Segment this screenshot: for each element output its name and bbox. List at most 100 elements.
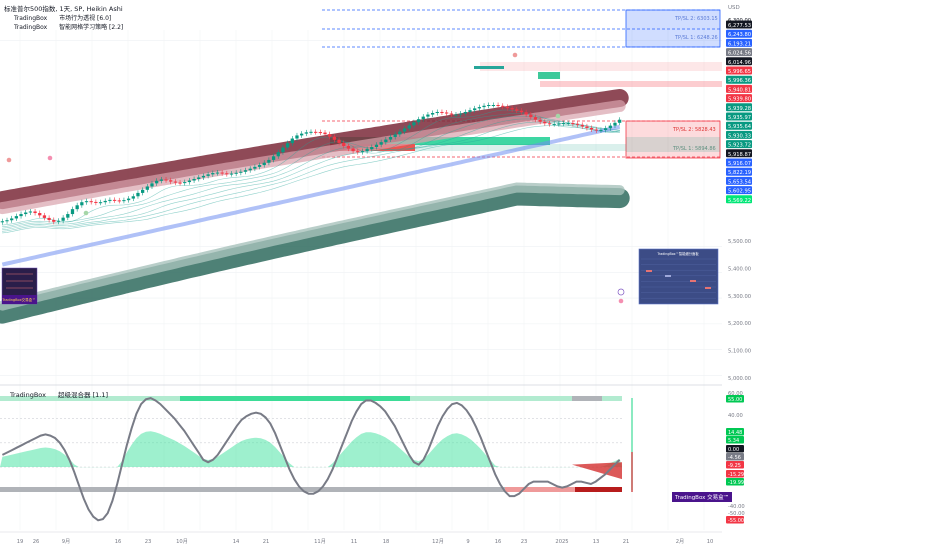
candle	[323, 130, 327, 137]
price-badge: 5,939.80	[726, 94, 752, 103]
candle-body	[571, 123, 575, 125]
oscillator-legend[interactable]: TradingBox 超级混合器 [1.1]	[10, 389, 118, 399]
price-axis: USD6,300.006,277.536,243.806,193.216,024…	[726, 5, 752, 382]
indicator-name: TradingBox	[14, 15, 48, 22]
osc-badge-value: 55.00	[728, 397, 742, 403]
candle	[332, 134, 337, 143]
candle-body	[215, 172, 220, 174]
time-tick-label: 23	[521, 539, 528, 545]
candle	[285, 140, 290, 151]
table-bg	[638, 248, 719, 305]
candle-body	[211, 173, 215, 175]
candle-body	[580, 124, 584, 127]
candle	[566, 120, 570, 126]
candle	[192, 176, 196, 184]
candle-body	[98, 202, 103, 204]
indicator-legend-2[interactable]: TradingBox 智能网格学习策略 [2.2]	[14, 22, 133, 31]
price-badge-value: 6,193.21	[728, 41, 751, 47]
smart-table: TradingBox™智能细分面板	[638, 248, 719, 305]
table-cell-mark	[690, 280, 696, 282]
price-badge-bg	[726, 29, 752, 38]
candle-body	[538, 119, 542, 122]
candle-body	[220, 172, 224, 174]
candle	[94, 199, 98, 206]
candle-body	[351, 148, 355, 152]
price-badge: 5,996.36	[726, 75, 752, 84]
candle	[300, 131, 304, 138]
time-tick-label: 12月	[432, 538, 444, 545]
candle-body	[276, 152, 280, 157]
price-badge-value: 5,940.81	[728, 87, 751, 93]
candle-body	[496, 105, 500, 107]
candle-body	[323, 132, 327, 135]
candle	[61, 215, 65, 224]
candle-body	[524, 112, 528, 115]
candle-body	[384, 139, 388, 143]
osc-badge: 14.48	[726, 428, 744, 436]
candle	[533, 114, 538, 123]
price-badge: 5,939.28	[726, 103, 752, 112]
price-tick-label: 5,500.00	[728, 239, 751, 245]
price-badge: 6,277.53	[726, 20, 752, 29]
price-tick-label: 5,200.00	[728, 321, 751, 327]
indicator-label: 超级混合器 [1.1]	[58, 391, 108, 399]
osc-badge-value: 14.48	[728, 430, 742, 436]
candle	[459, 111, 463, 118]
indicator-label: 市场行为透视 [6.0]	[59, 15, 112, 22]
price-badge-bg	[726, 103, 752, 112]
osc-badge: 55.00	[726, 395, 744, 403]
candle	[112, 197, 117, 203]
candle	[444, 109, 449, 117]
candle-body	[575, 123, 580, 125]
price-badge-value: 5,653.54	[728, 179, 752, 185]
candle-body	[314, 131, 318, 133]
candle	[501, 103, 505, 110]
candle-body	[407, 125, 411, 129]
indicator-legend-1[interactable]: TradingBox 市场行为透视 [6.0]	[14, 13, 121, 22]
candle-body	[547, 123, 552, 125]
zone-label-value: 6303.15	[697, 16, 718, 22]
candle-body	[510, 108, 514, 110]
candle	[524, 109, 528, 118]
candle-body	[295, 135, 299, 139]
candle	[557, 121, 561, 127]
candle-body	[449, 113, 453, 115]
candle-body	[169, 180, 173, 182]
candle	[435, 109, 439, 116]
osc-top-strip-neutral	[572, 396, 602, 401]
candle	[318, 129, 322, 136]
price-badge-bg	[726, 140, 752, 149]
price-badge-bg	[726, 57, 752, 66]
time-tick-label: 10	[707, 539, 714, 545]
candle	[42, 212, 47, 221]
candle	[491, 102, 496, 108]
candle-body	[173, 181, 178, 183]
candle	[351, 146, 355, 154]
candle	[552, 121, 556, 127]
candle-body	[122, 200, 126, 202]
price-badge-value: 5,935.64	[728, 124, 752, 130]
candle-body	[229, 173, 234, 175]
candle	[374, 142, 379, 150]
candle	[5, 217, 9, 224]
candle	[603, 125, 608, 133]
zone-label: TP/SL 1：5894.86	[672, 146, 716, 152]
candle	[370, 144, 374, 152]
chart-title: 标准普尔500指数, 1天, SP, Heikin Ashi	[4, 5, 123, 13]
candle-body	[421, 116, 425, 120]
osc-area	[0, 431, 622, 468]
osc-badge-value: -4.56	[728, 455, 741, 461]
candle-body	[379, 142, 383, 145]
candle-body	[178, 182, 182, 184]
candle-body	[267, 159, 271, 163]
demand-bar-small	[474, 66, 504, 69]
candle-body	[285, 143, 290, 148]
candle-body	[248, 168, 252, 171]
candle-body	[477, 107, 481, 109]
candle	[141, 187, 145, 196]
candle-body	[459, 113, 463, 115]
time-tick-label: 13	[593, 539, 600, 545]
osc-badge-bg	[726, 461, 744, 469]
candle-body	[117, 200, 121, 202]
